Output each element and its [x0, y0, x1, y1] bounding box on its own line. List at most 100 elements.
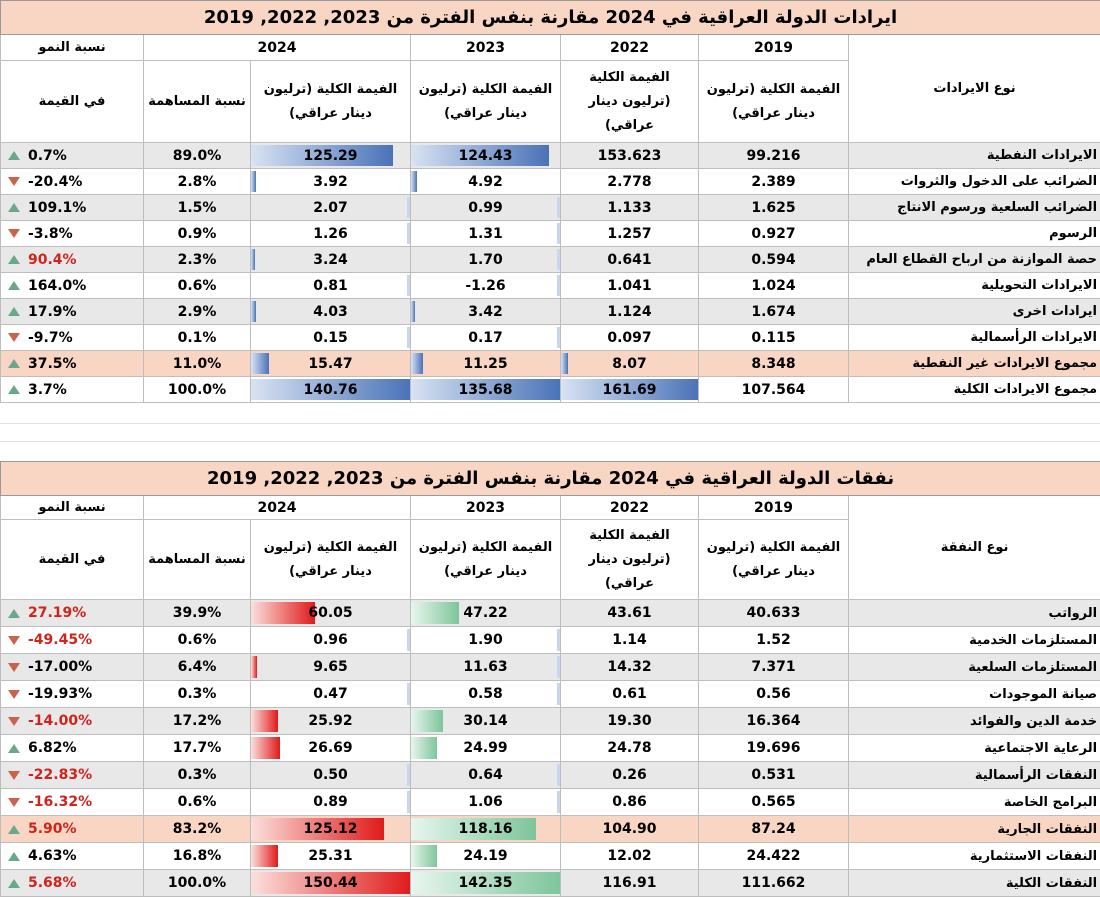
growth-cell: 5.68%	[1, 870, 144, 897]
arrow-up-icon	[8, 385, 20, 394]
share-cell: 2.9%	[144, 299, 251, 325]
row-label: صيانة الموجودات	[849, 681, 1100, 708]
value-cell-2024: 0.15	[251, 325, 411, 351]
value-cell-2022: 43.61	[561, 600, 699, 627]
value-cell-2024: 0.81	[251, 273, 411, 299]
value-cell-2024: 3.24	[251, 247, 411, 273]
growth-value: 27.19%	[28, 605, 86, 621]
value-cell-2023: 0.99	[411, 195, 561, 221]
growth-cell: -22.83%	[1, 762, 144, 789]
growth-cell: -19.93%	[1, 681, 144, 708]
arrow-up-icon	[8, 359, 20, 368]
value-cell-2023: 30.14	[411, 708, 561, 735]
value-cell-2019: 16.364	[699, 708, 849, 735]
row-label: البرامج الخاصة	[849, 789, 1100, 816]
value-text: 124.43	[458, 148, 512, 164]
row-label: ايرادات اخرى	[849, 299, 1100, 325]
value-text: 3.42	[468, 304, 503, 320]
share-cell: 6.4%	[144, 654, 251, 681]
share-cell: 0.6%	[144, 273, 251, 299]
growth-cell: -49.45%	[1, 627, 144, 654]
value-cell-2024: 25.31	[251, 843, 411, 870]
value-cell-2024: 25.92	[251, 708, 411, 735]
value-cell-2022: 1.257	[561, 221, 699, 247]
value-cell-2024: 60.05	[251, 600, 411, 627]
value-cell-2023: 1.70	[411, 247, 561, 273]
row-label: الايرادات التحويلية	[849, 273, 1100, 299]
value-text: 1.90	[468, 632, 503, 648]
value-cell-2022: 116.91	[561, 870, 699, 897]
arrow-down-icon	[8, 333, 20, 342]
value-cell-2023: 124.43	[411, 143, 561, 169]
share-cell: 100.0%	[144, 377, 251, 403]
share-cell: 83.2%	[144, 816, 251, 843]
row-label: النفقات الجارية	[849, 816, 1100, 843]
row-label: الايرادات الرأسمالية	[849, 325, 1100, 351]
value-text: 24.78	[607, 740, 651, 756]
value-text: 19.30	[607, 713, 651, 729]
value-cell-2022: 1.041	[561, 273, 699, 299]
growth-value: -16.32%	[28, 794, 92, 810]
value-cell-2024: 125.12	[251, 816, 411, 843]
arrow-up-icon	[8, 609, 20, 618]
value-text: 11.63	[463, 659, 507, 675]
value-cell-2023: 4.92	[411, 169, 561, 195]
value-header-2024: الفيمة الكلية (ترليون دينار عراقي)	[251, 61, 411, 143]
value-cell-2024: 150.44	[251, 870, 411, 897]
value-cell-2022: 1.133	[561, 195, 699, 221]
year-2022-header: 2022	[561, 496, 699, 520]
value-text: 125.29	[303, 148, 357, 164]
value-text: 118.16	[458, 821, 512, 837]
value-cell-2024: 0.89	[251, 789, 411, 816]
arrow-up-icon	[8, 744, 20, 753]
value-cell-2022: 24.78	[561, 735, 699, 762]
value-text: 2.07	[313, 200, 348, 216]
value-text: 25.92	[308, 713, 352, 729]
value-cell-2022: 153.623	[561, 143, 699, 169]
growth-value: -49.45%	[28, 632, 92, 648]
value-text: 0.50	[313, 767, 348, 783]
value-text: 0.17	[468, 330, 503, 346]
arrow-up-icon	[8, 852, 20, 861]
value-cell-2019: 87.24	[699, 816, 849, 843]
value-header-2023: الفيمة الكلية (ترليون دينار عراقي)	[411, 61, 561, 143]
share-cell: 100.0%	[144, 870, 251, 897]
arrow-down-icon	[8, 636, 20, 645]
year-2024-header: 2024	[144, 35, 411, 61]
value-text: 0.61	[612, 686, 647, 702]
growth-cell: -9.7%	[1, 325, 144, 351]
value-text: 43.61	[607, 605, 651, 621]
revenue-title: ايرادات الدولة العراقية في 2024 مقارنة ب…	[1, 1, 1100, 35]
value-cell-2022: 0.26	[561, 762, 699, 789]
value-cell-2019: 19.696	[699, 735, 849, 762]
value-cell-2019: 107.564	[699, 377, 849, 403]
value-text: 30.14	[463, 713, 507, 729]
value-text: 135.68	[458, 382, 512, 398]
arrow-down-icon	[8, 690, 20, 699]
value-text: 0.89	[313, 794, 348, 810]
data-bar	[411, 602, 459, 624]
growth-cell: 0.7%	[1, 143, 144, 169]
value-text: 1.124	[607, 304, 651, 320]
value-cell-2023: 11.25	[411, 351, 561, 377]
value-text: 0.15	[313, 330, 348, 346]
value-text: 26.69	[308, 740, 352, 756]
value-text: 142.35	[458, 875, 512, 891]
value-text: 0.26	[612, 767, 647, 783]
spacer-grid	[0, 405, 1100, 461]
arrow-up-icon	[8, 307, 20, 316]
value-text: 1.70	[468, 252, 503, 268]
value-cell-2024: 3.92	[251, 169, 411, 195]
growth-cell: 3.7%	[1, 377, 144, 403]
growth-value: 164.0%	[28, 278, 86, 294]
data-bar	[251, 301, 256, 322]
revenue-table: ايرادات الدولة العراقية في 2024 مقارنة ب…	[0, 0, 1100, 403]
row-label: النفقات الرأسمالية	[849, 762, 1100, 789]
data-bar	[251, 710, 278, 732]
share-cell: 0.1%	[144, 325, 251, 351]
value-text: 125.12	[303, 821, 357, 837]
